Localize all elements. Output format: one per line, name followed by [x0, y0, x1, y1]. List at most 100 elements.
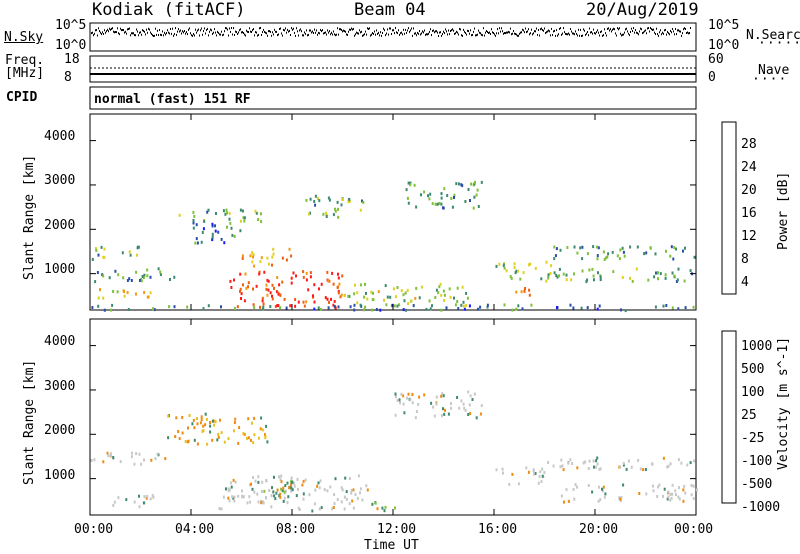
velocity-cell: [326, 489, 329, 493]
nsky-point: [410, 29, 411, 32]
power-cell: [559, 248, 562, 252]
power-cell: [211, 238, 214, 242]
nsky-point: [293, 27, 294, 30]
nsky-point: [190, 32, 191, 35]
power-cell: [461, 285, 464, 289]
velocity-cell: [145, 496, 148, 500]
velocity-cell: [279, 495, 282, 499]
velocity-cell: [223, 440, 226, 444]
nsky-point: [391, 33, 392, 35]
nsky-point: [558, 33, 559, 36]
nsky-point: [577, 34, 578, 37]
nsky-point: [564, 31, 565, 34]
nsky-point: [463, 28, 464, 31]
nsky-point: [500, 30, 501, 33]
power-cell: [453, 193, 456, 197]
power-cell: [233, 307, 236, 310]
power-cell: [247, 285, 249, 289]
nsky-point: [181, 32, 182, 35]
velocity-cell: [601, 489, 604, 493]
power-cell: [586, 278, 589, 282]
power-cell: [457, 307, 460, 311]
nsky-point: [294, 31, 295, 34]
nsky-point: [162, 30, 163, 33]
nsky-point: [350, 28, 351, 31]
nsky-point: [592, 32, 593, 35]
nsky-point: [435, 30, 436, 33]
velocity-cell: [275, 491, 278, 495]
power-cell: [239, 289, 241, 293]
velocity-cell: [576, 466, 579, 470]
nsky-point: [396, 31, 397, 34]
power-cell: [410, 299, 413, 303]
nsky-point: [209, 30, 210, 33]
power-cell: [200, 240, 203, 244]
xtick-2400: 00:00: [674, 522, 714, 537]
nsky-point: [567, 33, 568, 36]
power-cell: [431, 304, 433, 308]
velocity-cell: [371, 502, 374, 506]
velocity-cell: [297, 506, 300, 510]
velocity-cell: [689, 461, 692, 465]
velocity-cell: [475, 416, 478, 420]
velocity-cell: [265, 424, 268, 428]
velocity-cell: [178, 437, 181, 440]
nsky-point: [271, 34, 272, 37]
nsky-point: [138, 34, 139, 37]
nsky-point: [430, 28, 431, 31]
nsky-point: [283, 28, 284, 31]
nsky-point: [376, 29, 377, 32]
velocity-cell: [248, 495, 251, 499]
power-cell: [555, 247, 558, 251]
nsky-point: [674, 33, 675, 36]
nsky-point: [229, 27, 230, 30]
nsky-point: [671, 31, 672, 34]
nsky-point: [232, 33, 233, 36]
nsky-point: [590, 31, 591, 34]
nsky-point: [102, 31, 103, 34]
velocity-cell: [560, 458, 563, 462]
nsky-point: [425, 33, 426, 36]
nsky-point: [661, 33, 662, 36]
power-cell: [137, 245, 140, 249]
nsky-point: [384, 29, 385, 32]
nsky-point: [132, 32, 133, 35]
nsky-point: [359, 29, 360, 32]
power-cell: [440, 192, 443, 196]
power-cell: [377, 290, 380, 294]
nsky-point: [216, 34, 217, 37]
velocity-cell: [304, 478, 307, 482]
nsky-point: [308, 33, 309, 36]
velocity-cell: [251, 487, 254, 491]
power-cbar-tick-24: 24: [741, 160, 757, 175]
nsky-point: [260, 27, 261, 29]
power-cell: [486, 305, 489, 309]
power-cell: [271, 297, 274, 301]
velocity-cell: [622, 483, 625, 487]
nsky-point: [436, 30, 437, 33]
power-cell: [207, 304, 210, 308]
velocity-cell: [243, 432, 246, 436]
nsky-point: [445, 28, 446, 31]
nsky-point: [130, 34, 131, 37]
velocity-cell: [402, 402, 405, 406]
velocity-cell: [669, 498, 672, 502]
nsky-point: [607, 27, 608, 30]
nsky-point: [613, 27, 614, 30]
nsky-point: [313, 32, 314, 34]
velocity-cell: [677, 458, 680, 462]
power-cell: [309, 275, 312, 279]
nsky-point: [258, 33, 259, 36]
power-cell: [143, 273, 146, 277]
power-cell: [278, 283, 281, 287]
power-cell: [573, 245, 576, 249]
velocity-cell: [444, 408, 446, 412]
velocity-cell: [622, 463, 625, 467]
nsky-point: [126, 32, 127, 35]
power-cell: [294, 298, 297, 301]
power-cell: [114, 269, 117, 273]
power-cell: [556, 275, 559, 279]
velocity-cell: [292, 481, 295, 485]
nsky-point: [609, 29, 610, 32]
nsky-point: [686, 32, 687, 34]
